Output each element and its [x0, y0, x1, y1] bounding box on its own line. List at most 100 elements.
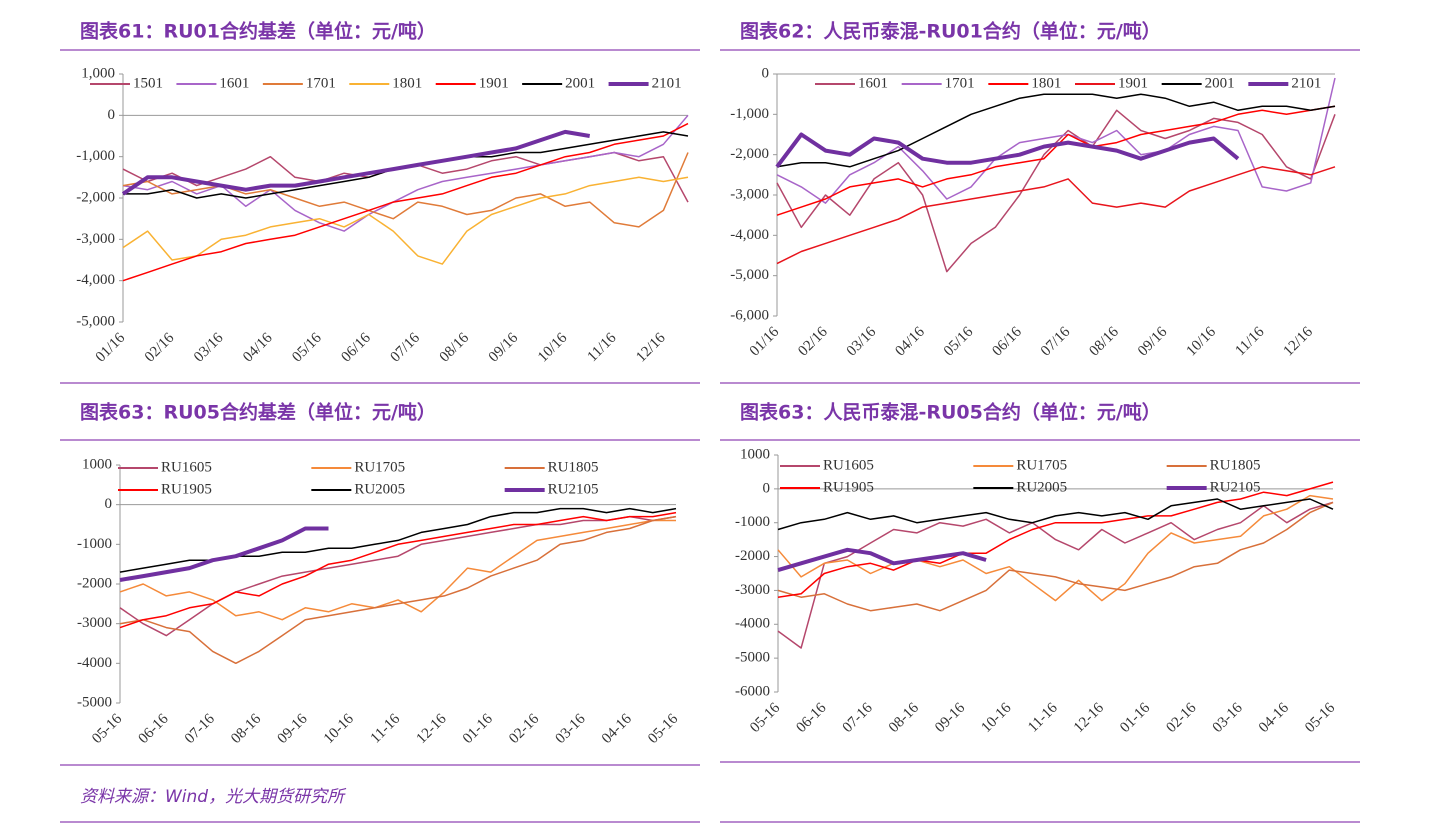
y-tick-label: -1,000	[76, 148, 115, 164]
series-line	[122, 176, 689, 265]
y-tick-label: -2,000	[730, 146, 769, 162]
series-line	[777, 547, 987, 573]
y-tick-label: 1000	[740, 446, 770, 462]
x-tick-label: 01-16	[1117, 700, 1153, 736]
legend-label: RU1605	[823, 457, 874, 473]
legend-label: RU1805	[548, 459, 599, 475]
x-tick-label: 07/16	[388, 330, 424, 366]
legend-label: 2001	[565, 75, 595, 91]
y-tick-label: -5000	[77, 694, 112, 710]
y-tick-label: -2000	[735, 548, 770, 564]
y-tick-label: -2,000	[76, 189, 115, 205]
x-tick-label: 12/16	[1281, 324, 1317, 360]
y-tick-label: -6000	[735, 683, 770, 699]
source-note: 资料来源：Wind，光大期货研究所	[80, 787, 347, 807]
series-line	[119, 515, 677, 637]
y-tick-label: -3,000	[76, 231, 115, 247]
x-tick-label: 08-16	[886, 700, 922, 736]
y-tick-label: 0	[762, 65, 770, 81]
series-line	[777, 501, 1334, 649]
x-tick-label: 03/16	[191, 330, 227, 366]
x-tick-label: 04-16	[1256, 700, 1292, 736]
legend-label: 2101	[1291, 75, 1321, 91]
y-tick-label: -4,000	[730, 227, 769, 243]
x-tick-label: 05/16	[941, 324, 977, 360]
y-tick-label: -5,000	[730, 267, 769, 283]
series-line	[776, 93, 1336, 168]
series-line	[119, 526, 329, 582]
x-tick-label: 08/16	[437, 330, 473, 366]
x-tick-label: 11-16	[1025, 700, 1061, 736]
x-tick-label: 10/16	[535, 330, 571, 366]
series-line	[777, 494, 1334, 602]
legend-label: 1701	[945, 75, 975, 91]
y-tick-label: -6,000	[730, 307, 769, 323]
series-line	[119, 519, 676, 621]
legend-label: 1601	[858, 75, 888, 91]
y-tick-label: -1000	[77, 536, 112, 552]
y-tick-label: -4,000	[76, 272, 115, 288]
legend-label: 1801	[1031, 75, 1061, 91]
series-line	[122, 151, 689, 203]
x-tick-label: 10/16	[1183, 324, 1219, 360]
x-tick-label: 06-16	[136, 711, 172, 747]
y-tick-label: 1000	[82, 456, 112, 472]
x-tick-label: 02/16	[142, 330, 178, 366]
y-tick-label: -1,000	[730, 106, 769, 122]
x-tick-label: 11/16	[584, 330, 619, 365]
y-tick-label: -4000	[77, 655, 112, 671]
series-line	[119, 515, 677, 665]
legend-label: RU2105	[1210, 479, 1261, 495]
y-tick-label: 0	[105, 496, 113, 512]
legend-label: RU2005	[1016, 479, 1067, 495]
x-tick-label: 12-16	[414, 711, 450, 747]
x-tick-label: 12/16	[633, 330, 669, 366]
legend-label: RU1905	[161, 481, 212, 497]
x-tick-label: 01-16	[460, 711, 496, 747]
x-tick-label: 01/16	[747, 324, 783, 360]
x-tick-label: 04/16	[892, 324, 928, 360]
x-tick-label: 11-16	[368, 711, 404, 747]
x-tick-label: 11/16	[1232, 324, 1267, 359]
x-tick-label: 03/16	[844, 324, 880, 360]
x-tick-label: 06/16	[338, 330, 374, 366]
legend-label: 1801	[392, 75, 422, 91]
x-tick-label: 07-16	[840, 700, 876, 736]
legend-label: 2101	[652, 75, 682, 91]
legend-label: 1901	[479, 75, 509, 91]
legend-label: RU1705	[1016, 457, 1067, 473]
y-tick-label: 0	[108, 107, 116, 123]
series-line	[776, 109, 1336, 273]
x-tick-label: 09/16	[486, 330, 522, 366]
x-tick-label: 03-16	[1210, 700, 1246, 736]
series-line	[121, 129, 591, 196]
x-tick-label: 08/16	[1086, 324, 1122, 360]
y-tick-label: -5,000	[76, 313, 115, 329]
x-tick-label: 09-16	[275, 711, 311, 747]
x-tick-label: 03-16	[553, 711, 589, 747]
x-tick-label: 12-16	[1071, 700, 1107, 736]
y-tick-label: -3000	[77, 615, 112, 631]
series-line	[119, 511, 677, 629]
legend-label: RU1805	[1210, 457, 1261, 473]
series-line	[775, 132, 1240, 169]
x-tick-label: 02/16	[795, 324, 831, 360]
x-tick-label: 02-16	[1163, 700, 1199, 736]
legend-label: RU2005	[354, 481, 405, 497]
series-line	[122, 122, 689, 282]
legend-label: 1501	[133, 75, 163, 91]
x-tick-label: 02-16	[506, 711, 542, 747]
y-tick-label: 1,000	[81, 65, 115, 81]
chart-title: 图表62：人民币泰混-RU01合约（单位：元/吨）	[740, 20, 1161, 43]
y-tick-label: -4000	[735, 616, 770, 632]
y-tick-label: -3000	[735, 582, 770, 598]
y-tick-label: 0	[763, 480, 771, 496]
x-tick-label: 10-16	[978, 700, 1014, 736]
x-tick-label: 04/16	[240, 330, 276, 366]
x-tick-label: 05/16	[289, 330, 325, 366]
x-tick-label: 01/16	[93, 330, 129, 366]
x-tick-label: 05-16	[645, 711, 681, 747]
x-tick-label: 05-16	[747, 700, 783, 736]
series-line	[776, 166, 1336, 265]
